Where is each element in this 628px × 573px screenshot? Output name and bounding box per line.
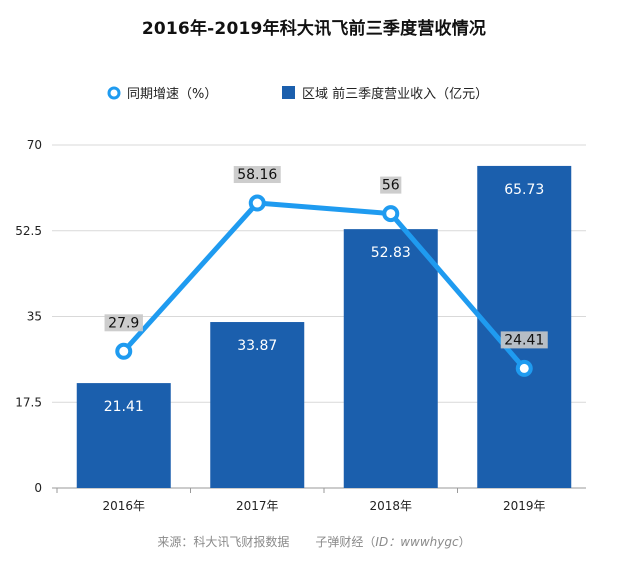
source-brand: 子弹财经（	[315, 535, 376, 549]
bar	[343, 229, 438, 488]
legend-bar-marker	[282, 86, 295, 99]
y-tick-label: 17.5	[15, 395, 42, 409]
source-note: 来源：科大讯飞财报数据 子弹财经（ID：wwwhygc）	[0, 533, 628, 550]
x-tick-label: 2017年	[236, 499, 279, 513]
line-value-label: 58.16	[237, 167, 277, 183]
x-tick-label: 2016年	[102, 499, 145, 513]
y-axis: 0 17.5 35 52.5 70	[15, 138, 42, 495]
growth-line-path	[121, 200, 527, 371]
y-tick-label: 70	[27, 138, 42, 152]
line-value-label-bg	[233, 166, 281, 184]
line-value-label: 27.9	[108, 315, 139, 331]
y-tick-label: 52.5	[15, 224, 42, 238]
line-value-label-bg	[500, 331, 548, 349]
legend: 同期增速（%） 区域 前三季度营业收入（亿元）	[107, 86, 488, 102]
line-value-label-bg	[380, 176, 402, 194]
data-labels: 21.41 33.87 52.83 65.73 27.9 58.16 56 24.41	[104, 166, 548, 415]
bar	[76, 383, 171, 488]
bar	[210, 322, 305, 488]
line-point	[382, 205, 400, 223]
y-tick-label: 0	[34, 481, 42, 495]
line-point	[248, 194, 266, 212]
legend-bar-label: 区域 前三季度营业收入（亿元）	[302, 86, 488, 102]
line-value-label: 24.41	[504, 332, 544, 348]
line-point	[115, 342, 133, 360]
bar-value-label: 52.83	[371, 245, 411, 261]
line-point	[515, 359, 533, 377]
chart-title: 2016年-2019年科大讯飞前三季度营收情况	[141, 19, 487, 39]
line-value-label-bg	[104, 314, 143, 332]
legend-line-marker	[107, 86, 121, 100]
bar-value-label: 33.87	[237, 338, 277, 354]
legend-line-label: 同期增速（%）	[127, 87, 217, 102]
x-axis: 2016年 2017年 2018年 2019年	[56, 488, 546, 513]
bars	[76, 165, 572, 488]
bar-value-label: 65.73	[504, 182, 544, 198]
x-tick-label: 2018年	[369, 499, 412, 513]
source-suffix: ）	[458, 535, 471, 549]
bar-value-label: 21.41	[104, 399, 144, 415]
bar	[477, 165, 572, 488]
source-id: ID：wwwhygc	[375, 535, 459, 549]
line-value-label: 56	[382, 178, 400, 194]
source-prefix: 来源：科大讯飞财报数据	[157, 535, 290, 549]
y-tick-label: 35	[27, 310, 42, 324]
x-tick-label: 2019年	[503, 499, 546, 513]
growth-line	[115, 194, 533, 377]
